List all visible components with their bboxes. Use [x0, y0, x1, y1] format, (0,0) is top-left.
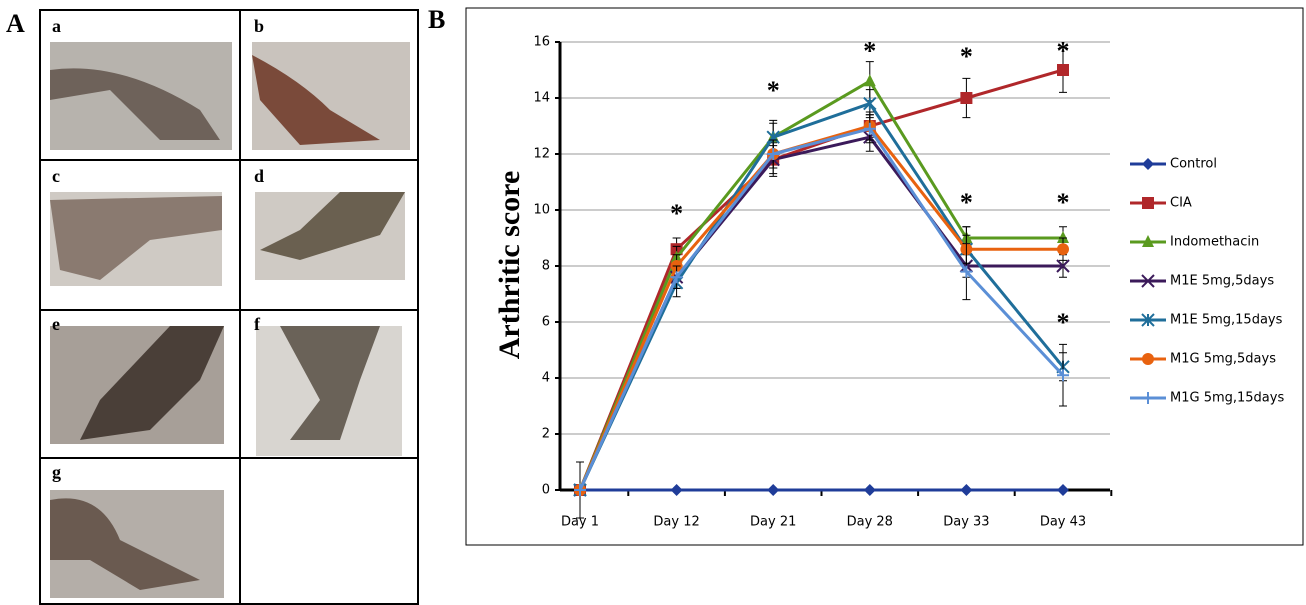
- figure: A B a b c d e f g Arthritic score 0 2 4 6 8 1…: [0, 0, 1306, 605]
- series: [574, 115, 1069, 496]
- x-tick-label: Day 43: [1040, 515, 1086, 530]
- x-tick-label: Day 21: [750, 515, 796, 530]
- photo-label: g: [52, 462, 61, 482]
- legend-marker: [1142, 392, 1154, 404]
- legend-label: M1E 5mg,15days: [1170, 313, 1283, 328]
- legend-label: Control: [1170, 157, 1217, 172]
- y-axis-label: Arthritic score: [493, 171, 526, 360]
- photo-label: a: [52, 16, 61, 36]
- page: A B a b c d e f g Arthritic score 0 2 4 6 8 1…: [0, 0, 1306, 605]
- legend-label: CIA: [1170, 196, 1192, 211]
- photo-label: b: [254, 16, 264, 36]
- annotation: *: [960, 188, 973, 217]
- marker: [1057, 243, 1069, 255]
- marker: [960, 92, 972, 104]
- legend-label: M1G 5mg,15days: [1170, 391, 1284, 406]
- y-tick-label: 2: [542, 427, 550, 442]
- y-tick-label: 10: [533, 203, 550, 218]
- annotation: *: [1057, 37, 1070, 66]
- y-tick-label: 16: [533, 35, 550, 50]
- annotation: *: [1057, 308, 1070, 337]
- marker: [767, 484, 779, 496]
- annotation: *: [1057, 188, 1070, 217]
- annotation: *: [960, 42, 973, 71]
- photos: [50, 42, 410, 598]
- panel-label: B: [428, 5, 445, 34]
- annotation: *: [767, 76, 780, 105]
- series: [574, 90, 1069, 496]
- series: [574, 62, 1069, 495]
- legend-marker: [1142, 353, 1154, 365]
- marker: [864, 74, 876, 86]
- photo-label: d: [254, 166, 264, 186]
- annotation: *: [863, 37, 876, 66]
- x-tick-label: Day 28: [847, 515, 893, 530]
- x-tick-label: Day 33: [943, 515, 989, 530]
- legend-label: Indomethacin: [1170, 235, 1259, 250]
- x-tick-label: Day 12: [653, 515, 699, 530]
- y-tick-label: 4: [542, 371, 550, 386]
- marker: [1057, 484, 1069, 496]
- legend-label: M1G 5mg,5days: [1170, 352, 1276, 367]
- marker: [671, 484, 683, 496]
- annotation: *: [670, 199, 683, 228]
- legend-label: M1E 5mg,5days: [1170, 274, 1274, 289]
- y-tick-label: 8: [542, 259, 550, 274]
- marker: [1057, 64, 1069, 76]
- panel-label: A: [6, 9, 25, 38]
- y-tick-label: 14: [533, 91, 550, 106]
- marker: [864, 484, 876, 496]
- y-tick-label: 0: [542, 483, 550, 498]
- series: [574, 123, 1069, 496]
- y-tick-label: 6: [542, 315, 550, 330]
- marker: [960, 484, 972, 496]
- photo-label: e: [52, 314, 60, 334]
- y-tick-label: 12: [533, 147, 550, 162]
- photo-label: c: [52, 166, 60, 186]
- legend-marker: [1142, 158, 1154, 170]
- legend-marker: [1142, 197, 1154, 209]
- photo-label: f: [254, 314, 261, 334]
